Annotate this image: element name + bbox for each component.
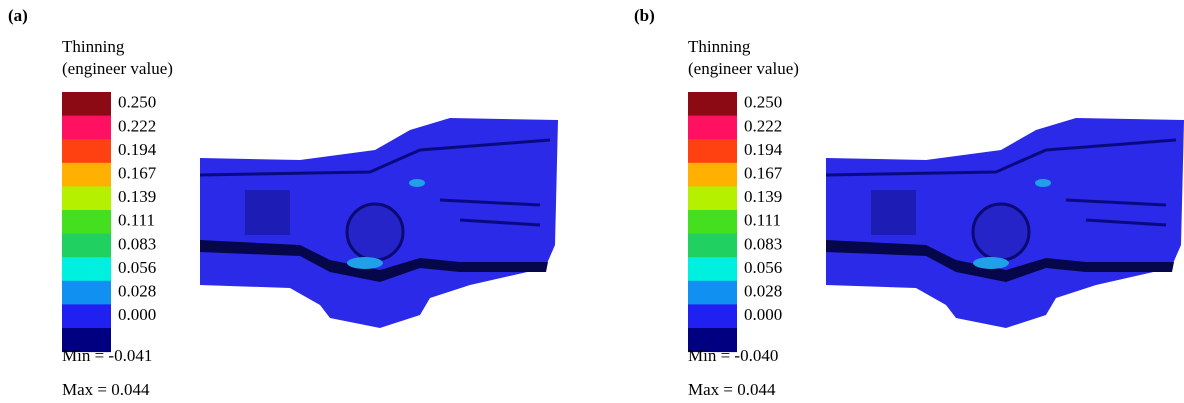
max-value: Max = 0.044 xyxy=(688,380,776,399)
panel-label: (a) xyxy=(8,6,28,25)
legend-title: (engineer value) xyxy=(688,59,799,78)
legend-title: Thinning xyxy=(62,37,125,56)
color-box xyxy=(62,281,111,305)
color-box xyxy=(688,281,737,305)
legend-label: 0.139 xyxy=(744,187,782,206)
color-box xyxy=(62,116,111,140)
simulation-image xyxy=(200,118,558,328)
legend-label: 0.028 xyxy=(744,282,782,301)
color-box xyxy=(688,92,737,116)
legend-label: 0.139 xyxy=(118,187,156,206)
legend-label: 0.194 xyxy=(118,140,157,159)
legend-title: (engineer value) xyxy=(62,59,173,78)
color-box xyxy=(688,116,737,140)
legend-label: 0.083 xyxy=(744,234,782,253)
panel-label: (b) xyxy=(634,6,655,25)
color-box xyxy=(62,186,111,210)
color-box xyxy=(62,234,111,258)
color-box xyxy=(688,304,737,328)
color-box xyxy=(688,210,737,234)
color-box xyxy=(688,186,737,210)
legend-label: 0.222 xyxy=(744,116,782,135)
figure: (a) Thinning (engineer value) 0.250 0.222 0.1… xyxy=(0,0,1184,403)
color-box xyxy=(62,304,111,328)
simulation-image xyxy=(826,118,1184,328)
color-box xyxy=(688,139,737,163)
legend-label: 0.000 xyxy=(118,305,156,324)
legend-title: Thinning xyxy=(688,37,751,56)
color-box xyxy=(62,257,111,281)
legend-label: 0.111 xyxy=(118,211,155,230)
legend-label: 0.194 xyxy=(744,140,783,159)
color-box xyxy=(62,210,111,234)
color-box xyxy=(688,163,737,187)
legend-label: 0.083 xyxy=(118,234,156,253)
legend-label: 0.167 xyxy=(744,164,783,183)
legend-label: 0.111 xyxy=(744,211,781,230)
min-value: Min = -0.040 xyxy=(688,346,778,365)
legend-label: 0.000 xyxy=(744,305,782,324)
color-box xyxy=(688,234,737,258)
legend-label: 0.056 xyxy=(118,258,156,277)
legend-label: 0.028 xyxy=(118,282,156,301)
color-box xyxy=(688,257,737,281)
color-box xyxy=(62,139,111,163)
min-value: Min = -0.041 xyxy=(62,346,152,365)
max-value: Max = 0.044 xyxy=(62,380,150,399)
legend-label: 0.250 xyxy=(118,93,156,112)
legend-label: 0.222 xyxy=(118,116,156,135)
legend-label: 0.167 xyxy=(118,164,157,183)
color-box xyxy=(62,163,111,187)
legend-label: 0.250 xyxy=(744,93,782,112)
color-box xyxy=(62,92,111,116)
legend-label: 0.056 xyxy=(744,258,782,277)
